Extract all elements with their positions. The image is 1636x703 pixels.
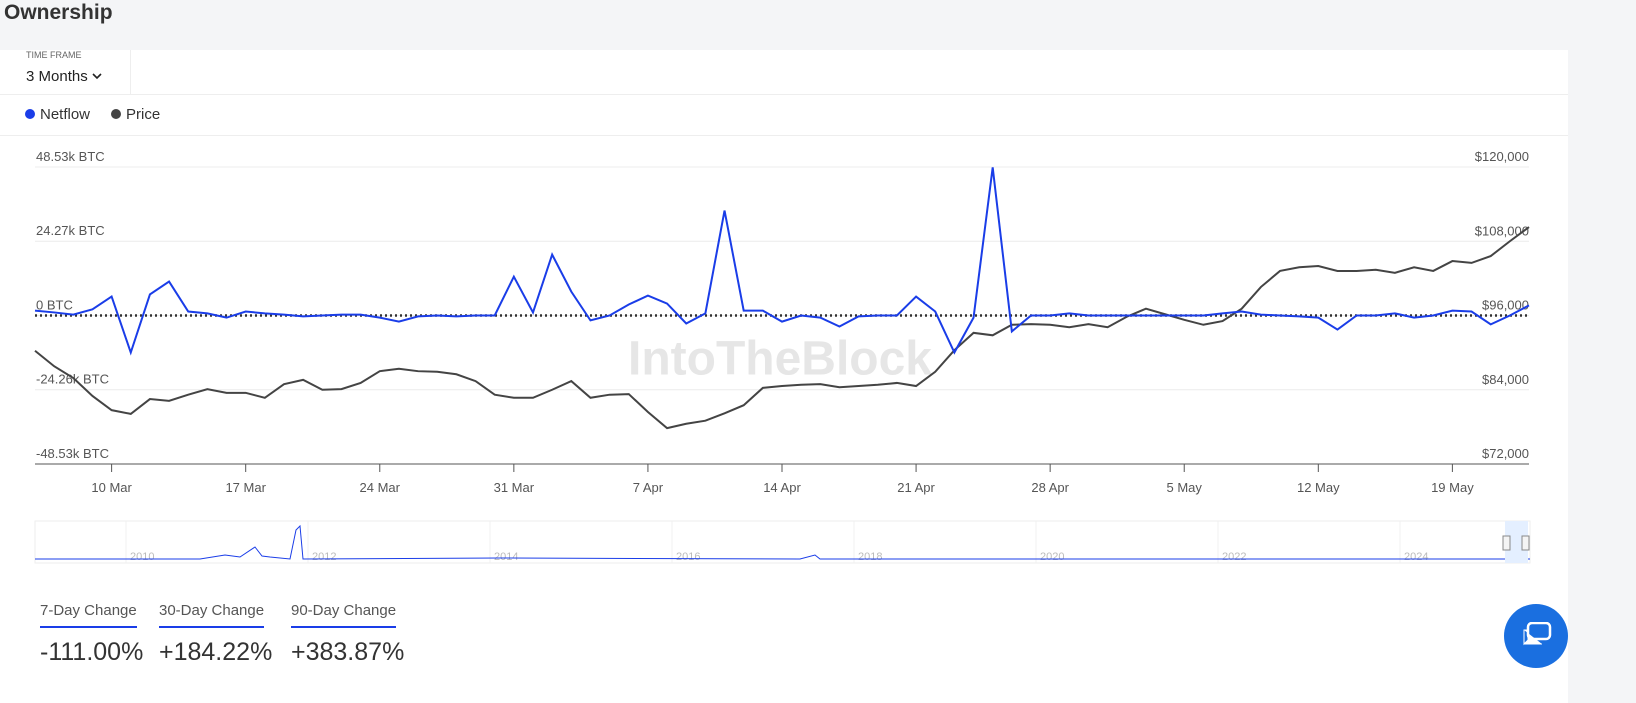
- chat-icon: [1523, 622, 1552, 646]
- card: [0, 50, 1568, 703]
- change-value: +184.22%: [159, 638, 273, 666]
- y2-tick-label: $72,000: [1482, 446, 1529, 461]
- chat-button[interactable]: [1504, 604, 1568, 668]
- navigator-year: 2022: [1222, 551, 1246, 563]
- x-tick-label: 31 Mar: [494, 480, 535, 495]
- x-tick-label: 17 Mar: [225, 480, 266, 495]
- legend-label: Netflow: [40, 106, 91, 123]
- x-tick-label: 24 Mar: [360, 480, 401, 495]
- y2-tick-label: $120,000: [1475, 149, 1529, 164]
- watermark: IntoTheBlock: [628, 333, 932, 386]
- legend-item[interactable]: Netflow: [25, 106, 90, 123]
- navigator-handle[interactable]: [1502, 535, 1511, 551]
- change-label[interactable]: 30-Day Change: [159, 602, 265, 628]
- navigator-year: 2020: [1040, 551, 1064, 563]
- x-tick-label: 7 Apr: [633, 480, 664, 495]
- navigator-handle[interactable]: [1521, 535, 1530, 551]
- y-tick-label: 0 BTC: [36, 298, 73, 313]
- navigator-year: 2012: [312, 551, 336, 563]
- change-value: -111.00%: [40, 638, 144, 666]
- separator: [0, 135, 1568, 136]
- x-tick-label: 12 May: [1297, 480, 1340, 495]
- y2-tick-label: $84,000: [1482, 372, 1529, 387]
- legend-label: Price: [126, 106, 161, 123]
- legend-dot: [25, 109, 35, 119]
- navigator-year: 2018: [858, 551, 882, 563]
- change-label[interactable]: 7-Day Change: [40, 602, 137, 628]
- legend-item[interactable]: Price: [111, 106, 160, 123]
- navigator-year: 2024: [1404, 551, 1428, 563]
- time-frame-value: 3 Months: [26, 68, 88, 85]
- series-line: [34, 226, 1530, 430]
- y-tick-label: 24.27k BTC: [36, 223, 105, 238]
- y2-tick-label: $96,000: [1482, 298, 1529, 313]
- x-tick-label: 19 May: [1431, 480, 1474, 495]
- x-tick-label: 14 Apr: [763, 480, 801, 495]
- navigator: [34, 520, 1531, 564]
- navigator-selection[interactable]: [1505, 521, 1528, 563]
- navigator-year: 2014: [494, 551, 518, 563]
- chevron: [92, 73, 102, 80]
- x-tick-label: 21 Apr: [897, 480, 935, 495]
- x-tick-label: 28 Apr: [1031, 480, 1069, 495]
- chart: IntoTheBlock -48.53k BTC -24.26k BTC 0 BTC…: [34, 149, 1531, 564]
- navigator-year: 2010: [130, 551, 154, 563]
- time-frame-label: TIME FRAME: [26, 50, 82, 60]
- separator: [0, 94, 1568, 95]
- page-title: Ownership: [4, 1, 113, 24]
- change-value: +383.87%: [291, 638, 405, 666]
- navigator-year: 2016: [676, 551, 700, 563]
- y-tick-label: 48.53k BTC: [36, 149, 105, 164]
- legend-dot: [111, 109, 121, 119]
- navigator-line: [35, 524, 1530, 560]
- change-label[interactable]: 90-Day Change: [291, 602, 397, 628]
- series-line: [34, 167, 1530, 356]
- x-tick-label: 5 May: [1167, 480, 1203, 495]
- time-frame-dropdown[interactable]: 3 Months: [26, 68, 102, 85]
- x-tick-label: 10 Mar: [91, 480, 132, 495]
- y-tick-label: -48.53k BTC: [36, 446, 109, 461]
- separator: [130, 50, 131, 94]
- y2-tick-label: $108,000: [1475, 223, 1529, 238]
- y-tick-label: -24.26k BTC: [36, 372, 109, 387]
